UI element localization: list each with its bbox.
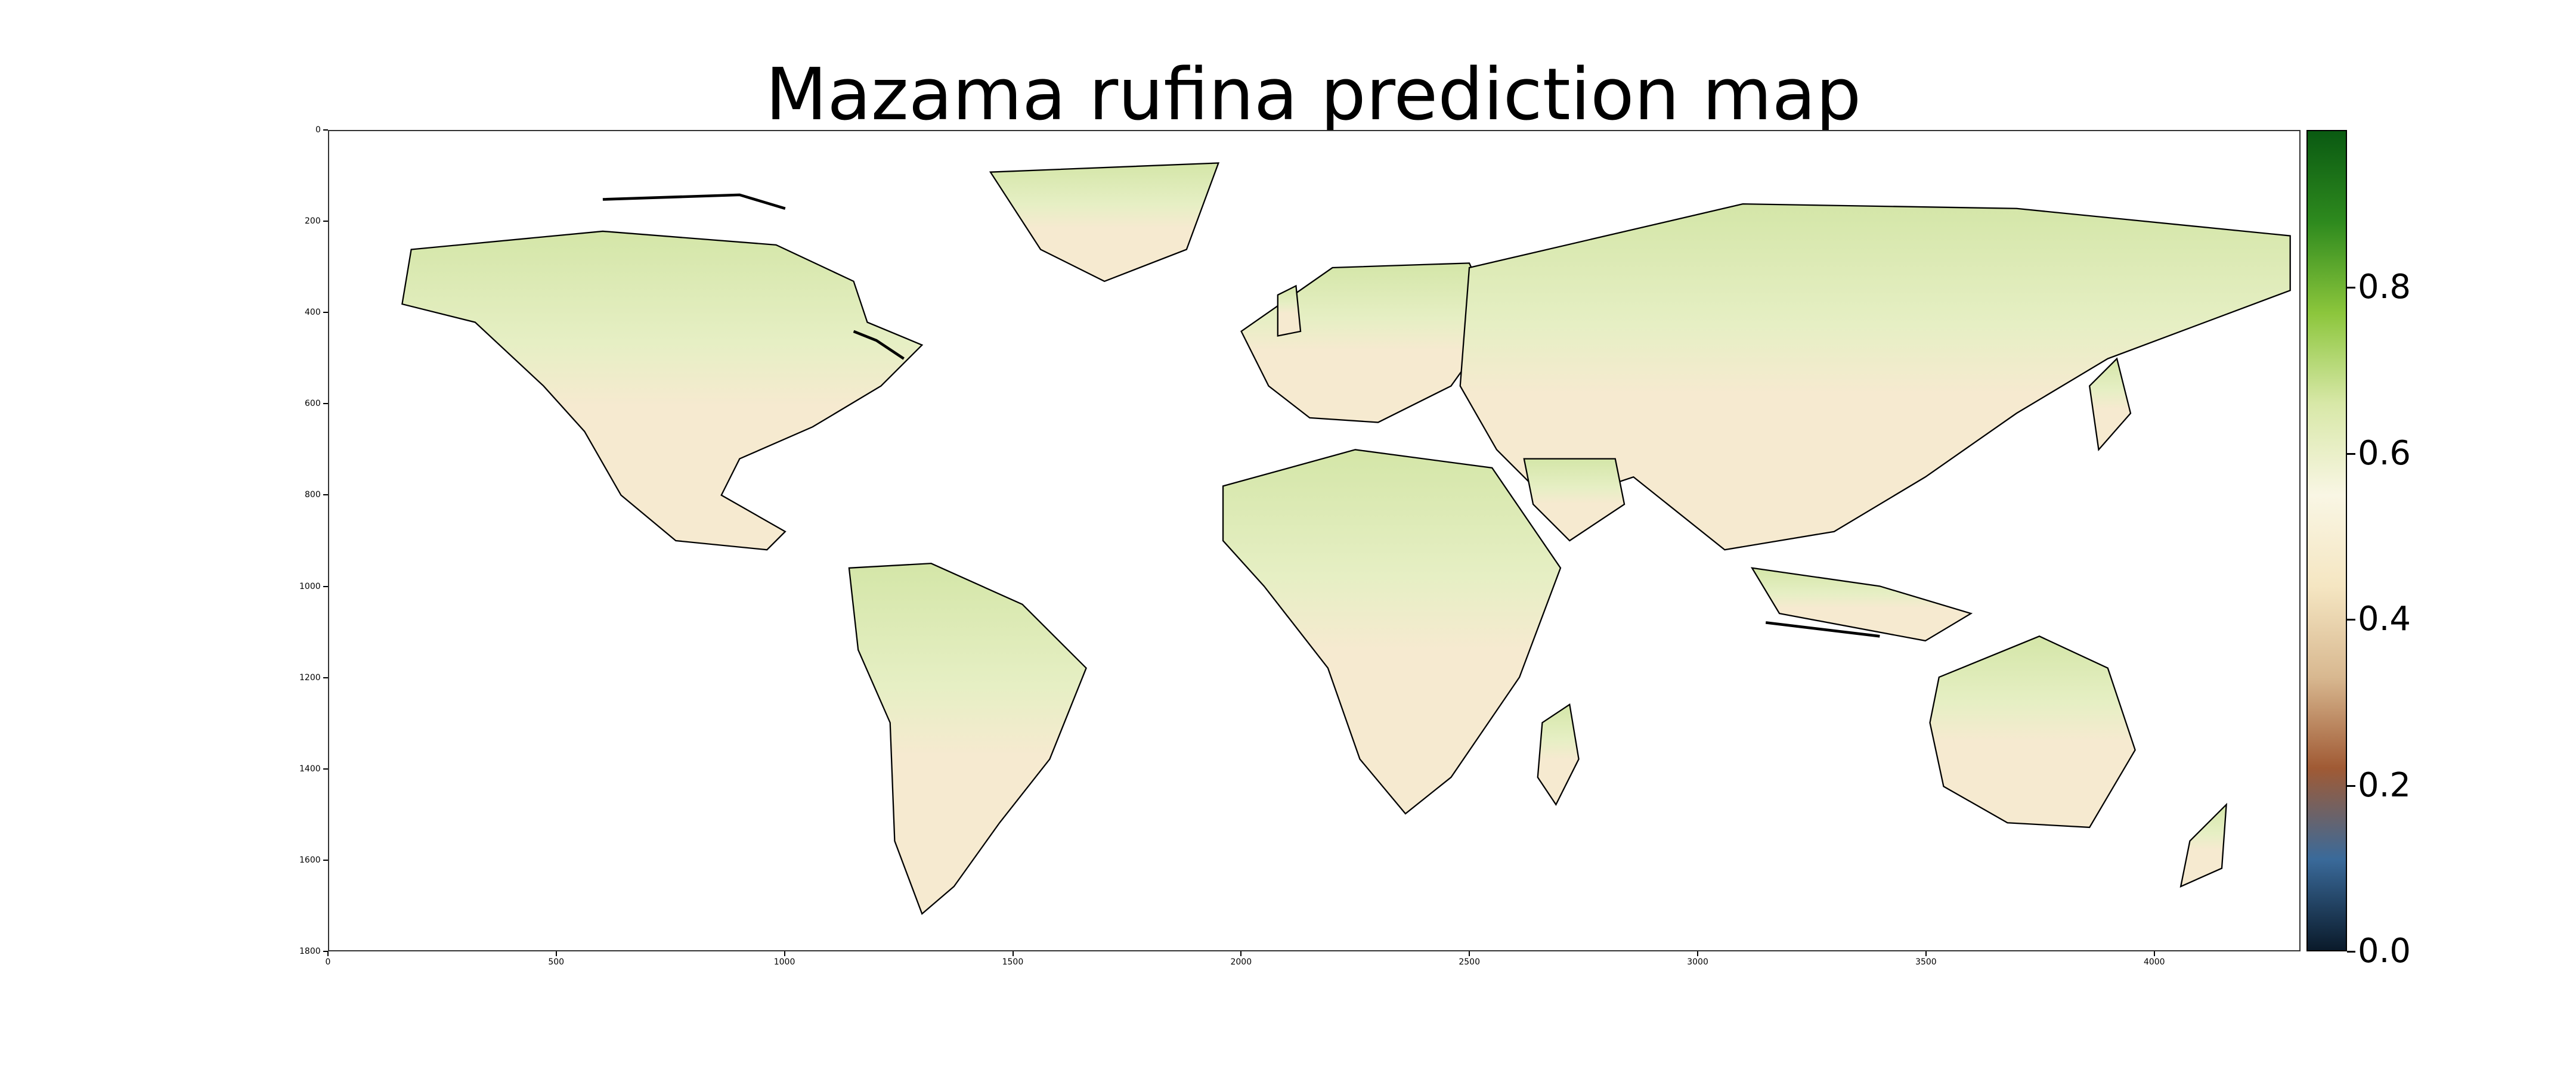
x-tick-label: 1500 <box>1002 957 1024 967</box>
southeast-asia-islands <box>1750 567 1973 642</box>
japan <box>2088 357 2132 451</box>
colorbar-tick-mark <box>2347 784 2355 787</box>
new-zealand <box>2179 802 2227 888</box>
colorbar-tick-label: 0.8 <box>2358 268 2411 307</box>
colorbar-tick-mark <box>2347 951 2355 953</box>
y-tick-mark <box>323 129 328 131</box>
x-tick-mark <box>1925 951 1927 956</box>
y-tick-label: 800 <box>305 490 321 500</box>
page-title: Mazama rufina prediction map <box>765 54 1862 137</box>
y-tick-label: 0 <box>315 125 321 135</box>
colorbar-tick-label: 0.0 <box>2358 932 2411 970</box>
world-map <box>401 162 2291 915</box>
x-tick-mark <box>1469 951 1470 956</box>
map-plot-area <box>328 130 2301 951</box>
colorbar-tick-label: 0.2 <box>2358 765 2411 805</box>
arabia <box>1523 458 1626 542</box>
y-tick-mark <box>323 312 328 314</box>
colorbar-tick-mark <box>2347 619 2355 621</box>
x-tick-label: 2000 <box>1230 957 1252 967</box>
x-tick-label: 3000 <box>1687 957 1708 967</box>
colorbar <box>2306 130 2347 951</box>
europe <box>1240 262 1498 423</box>
colorbar-tick-label: 0.4 <box>2358 600 2411 639</box>
x-tick-mark <box>2153 951 2155 956</box>
x-tick-label: 500 <box>548 957 565 967</box>
x-tick-mark <box>784 951 785 956</box>
y-tick-label: 1600 <box>299 855 321 865</box>
asia <box>1459 203 2291 551</box>
x-tick-mark <box>1697 951 1699 956</box>
y-tick-mark <box>323 494 328 496</box>
british-isles <box>1277 284 1302 337</box>
x-tick-label: 3500 <box>1915 957 1937 967</box>
greenland <box>989 162 1220 283</box>
x-tick-label: 0 <box>325 957 331 967</box>
y-tick-label: 1200 <box>299 672 321 683</box>
y-tick-label: 200 <box>305 216 321 227</box>
x-tick-mark <box>1012 951 1014 956</box>
y-tick-mark <box>323 221 328 222</box>
y-tick-mark <box>323 403 328 405</box>
y-tick-mark <box>323 677 328 678</box>
x-tick-label: 1000 <box>773 957 795 967</box>
australia <box>1929 635 2136 829</box>
y-tick-label: 1400 <box>299 764 321 774</box>
x-tick-mark <box>327 951 329 956</box>
y-tick-mark <box>323 951 328 952</box>
y-tick-label: 600 <box>305 399 321 409</box>
y-tick-label: 400 <box>305 308 321 318</box>
x-tick-mark <box>555 951 557 956</box>
y-tick-label: 1000 <box>299 581 321 591</box>
colorbar-tick-label: 0.6 <box>2358 433 2411 473</box>
y-tick-mark <box>323 585 328 587</box>
y-tick-mark <box>323 768 328 770</box>
x-tick-label: 4000 <box>2143 957 2165 967</box>
madagascar <box>1537 703 1580 807</box>
africa <box>1222 449 1562 815</box>
x-tick-mark <box>1240 951 1242 956</box>
north-america <box>401 230 924 551</box>
x-tick-label: 2500 <box>1459 957 1480 967</box>
south-america <box>848 563 1087 915</box>
y-tick-label: 1800 <box>299 947 321 956</box>
colorbar-tick-mark <box>2347 452 2355 455</box>
y-tick-mark <box>323 859 328 861</box>
colorbar-tick-mark <box>2347 287 2355 289</box>
